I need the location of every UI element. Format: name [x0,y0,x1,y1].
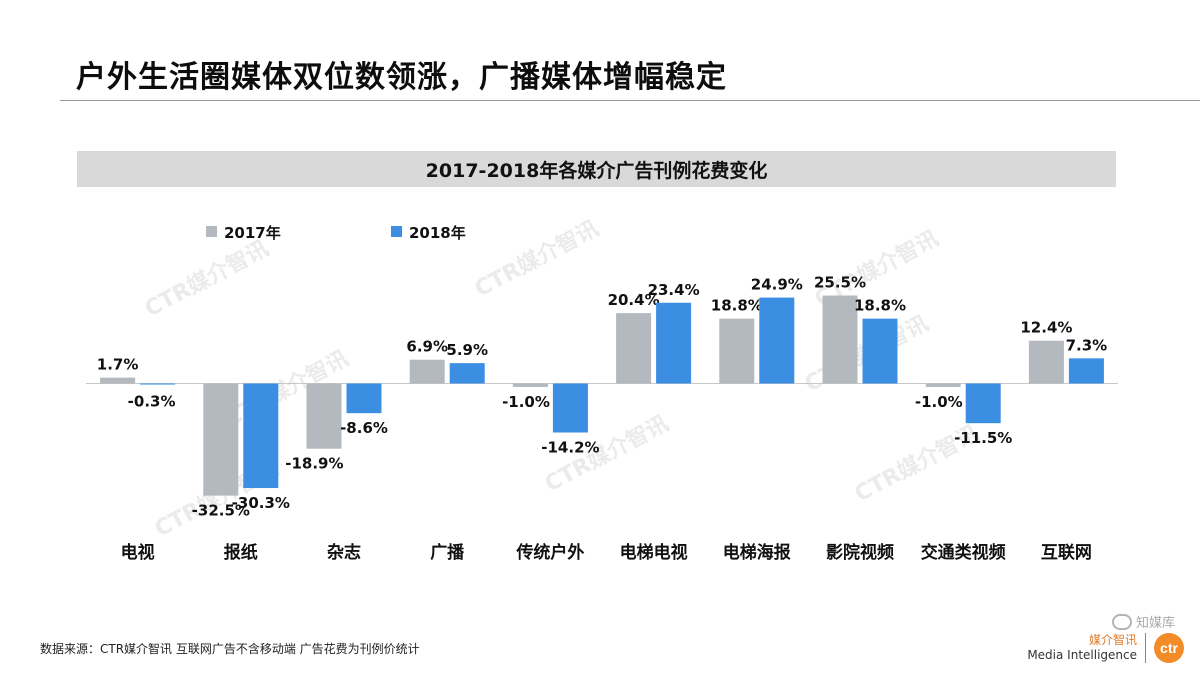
data-label: 5.9% [446,341,488,359]
data-label: -8.6% [340,419,388,437]
data-label: -18.9% [285,455,343,473]
legend-swatch [206,226,217,237]
bar [822,295,858,384]
watermark-text: CTR媒介智讯 [471,215,603,302]
category-label: 报纸 [224,542,258,563]
brand-logo-block: 媒介智讯 Media Intelligence ctr [1027,633,1184,663]
bar [656,302,692,384]
data-label: -30.3% [232,494,290,512]
chart-title: 2017-2018年各媒介广告刊例花费变化 [77,151,1116,187]
legend-label: 2018年 [409,224,466,242]
watermark-text: CTR媒介智讯 [141,235,273,322]
bar [1028,340,1064,384]
data-label: 18.8% [711,297,763,315]
category-label: 电视 [121,542,155,563]
data-label: 6.9% [406,338,448,356]
data-label: -1.0% [502,393,550,411]
title-divider [60,100,1200,101]
legend-label: 2017年 [224,224,281,242]
bar [719,318,755,384]
category-label: 电梯电视 [620,542,688,563]
brand-name-cn: 媒介智讯 [1088,633,1137,647]
bar [449,363,485,384]
slide-title: 户外生活圈媒体双位数领涨，广播媒体增幅稳定 [76,60,727,95]
data-label: -1.0% [915,393,963,411]
bar [203,383,239,496]
category-label: 广播 [430,542,465,563]
data-label: 7.3% [1066,336,1108,354]
data-label: 20.4% [608,291,660,309]
category-label: 传统户外 [515,542,584,563]
wechat-watermark: 知媒库 [1112,612,1175,631]
category-label: 电梯海报 [723,542,791,563]
bar [512,383,548,387]
category-label: 交通类视频 [921,542,1006,563]
category-label: 影院视频 [826,542,894,563]
data-label: 18.8% [854,297,906,315]
brand-divider [1145,633,1146,663]
data-label: -32.5% [192,502,250,520]
data-label: 25.5% [814,274,866,292]
bar [862,318,898,384]
bar [1068,358,1104,384]
data-label: 12.4% [1020,319,1072,337]
bar [552,383,588,433]
bar [759,297,795,384]
bar [925,383,961,387]
bar [409,359,445,384]
bar [616,313,652,384]
bar [306,383,342,449]
data-label: -11.5% [954,429,1012,447]
legend-swatch [391,226,402,237]
ctr-logo-icon: ctr [1154,633,1184,663]
wechat-icon [1112,613,1132,630]
category-label: 互联网 [1041,543,1092,563]
brand-name-en: Media Intelligence [1027,648,1137,662]
data-label: -14.2% [541,438,599,456]
bar [243,383,279,489]
category-label: 杂志 [327,542,361,563]
data-label: 23.4% [648,281,700,299]
bar [346,383,382,414]
data-label: 1.7% [97,356,139,374]
channel-watermark-text: 知媒库 [1136,616,1176,631]
bar [965,383,1001,424]
bar [100,377,136,384]
data-label: 24.9% [751,276,803,294]
data-source-note: 数据来源：CTR媒介智讯 互联网广告不含移动端 广告花费为刊例价统计 [40,642,420,656]
data-label: -0.3% [128,393,176,411]
bar [140,383,176,385]
